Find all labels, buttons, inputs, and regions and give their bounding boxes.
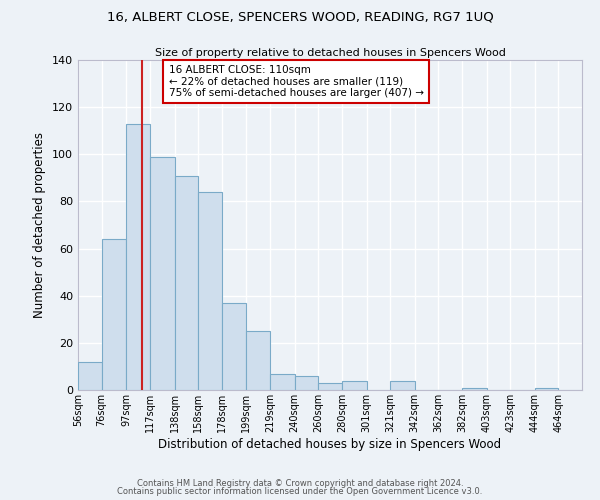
Bar bbox=[198, 192, 221, 390]
Bar bbox=[462, 388, 487, 390]
Bar bbox=[342, 380, 367, 390]
Text: 16 ALBERT CLOSE: 110sqm
← 22% of detached houses are smaller (119)
75% of semi-d: 16 ALBERT CLOSE: 110sqm ← 22% of detache… bbox=[169, 64, 424, 98]
Bar bbox=[270, 374, 295, 390]
Title: Size of property relative to detached houses in Spencers Wood: Size of property relative to detached ho… bbox=[155, 48, 505, 58]
Bar bbox=[101, 239, 126, 390]
Bar bbox=[78, 362, 101, 390]
Bar bbox=[390, 380, 415, 390]
Bar bbox=[295, 376, 318, 390]
Bar bbox=[247, 331, 270, 390]
Bar bbox=[318, 383, 342, 390]
Text: Contains public sector information licensed under the Open Government Licence v3: Contains public sector information licen… bbox=[118, 487, 482, 496]
Bar bbox=[175, 176, 198, 390]
Bar bbox=[535, 388, 559, 390]
Y-axis label: Number of detached properties: Number of detached properties bbox=[34, 132, 46, 318]
Bar bbox=[150, 156, 175, 390]
Text: Contains HM Land Registry data © Crown copyright and database right 2024.: Contains HM Land Registry data © Crown c… bbox=[137, 478, 463, 488]
Bar bbox=[221, 303, 247, 390]
Bar bbox=[126, 124, 150, 390]
Text: 16, ALBERT CLOSE, SPENCERS WOOD, READING, RG7 1UQ: 16, ALBERT CLOSE, SPENCERS WOOD, READING… bbox=[107, 10, 493, 23]
X-axis label: Distribution of detached houses by size in Spencers Wood: Distribution of detached houses by size … bbox=[158, 438, 502, 450]
